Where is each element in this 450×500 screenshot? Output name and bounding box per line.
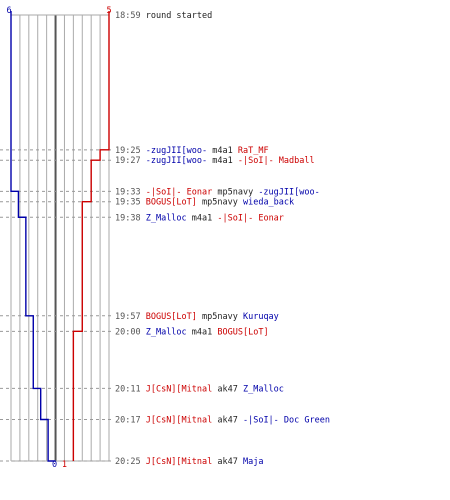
event-victim: Z_Malloc (243, 384, 284, 394)
event-row: 19:35 BOGUS[LoT] mp5navy wieda_back (115, 198, 294, 208)
event-weapon: ak47 (212, 457, 243, 467)
event-weapon: m4a1 (187, 327, 218, 337)
event-time: 20:00 (115, 327, 146, 337)
event-killer: -zugJII[woo- (146, 146, 207, 156)
event-row: 20:17 J[CsN][Mitnal ak47 -|SoI|- Doc Gre… (115, 416, 330, 426)
event-killer: round started (146, 11, 213, 21)
event-weapon: mp5navy (197, 198, 243, 208)
event-victim: BOGUS[LoT] (217, 327, 268, 337)
event-time: 19:25 (115, 146, 146, 156)
event-victim: Kuruqay (243, 312, 279, 322)
event-victim: Maja (243, 457, 263, 467)
event-time: 19:33 (115, 187, 146, 197)
event-time: 20:11 (115, 384, 146, 394)
event-time: 19:57 (115, 312, 146, 322)
event-row: 19:25 -zugJII[woo- m4a1 RaT_MF (115, 146, 269, 156)
event-row: 19:38 Z_Malloc m4a1 -|SoI|- Eonar (115, 213, 284, 223)
event-weapon: ak47 (212, 416, 243, 426)
event-weapon: m4a1 (187, 213, 218, 223)
red-team-alive-line (72, 11, 110, 461)
event-victim: wieda_back (243, 198, 294, 208)
event-victim: -|SoI|- Madball (238, 156, 315, 166)
event-killer: Z_Malloc (146, 327, 187, 337)
event-weapon: mp5navy (197, 312, 243, 322)
event-row: 19:33 -|SoI|- Eonar mp5navy -zugJII[woo- (115, 187, 320, 197)
event-time: 19:38 (115, 213, 146, 223)
blue-start-score-label: 6 (6, 6, 11, 16)
event-time: 20:17 (115, 416, 146, 426)
event-time: 19:35 (115, 198, 146, 208)
event-weapon: ak47 (212, 384, 243, 394)
event-row: 20:11 J[CsN][Mitnal ak47 Z_Malloc (115, 384, 284, 394)
event-row: 19:27 -zugJII[woo- m4a1 -|SoI|- Madball (115, 156, 315, 166)
event-killer: J[CsN][Mitnal (146, 416, 213, 426)
event-time: 20:25 (115, 457, 146, 467)
blue-team-alive-line (10, 11, 56, 462)
event-row: 19:57 BOGUS[LoT] mp5navy Kuruqay (115, 312, 279, 322)
event-row: 20:25 J[CsN][Mitnal ak47 Maja (115, 457, 263, 467)
blue-final-score-label: 0 (52, 460, 57, 470)
event-weapon: mp5navy (212, 187, 258, 197)
event-killer: Z_Malloc (146, 213, 187, 223)
red-final-score-label: 1 (62, 460, 67, 470)
event-killer: J[CsN][Mitnal (146, 457, 213, 467)
event-row: 20:00 Z_Malloc m4a1 BOGUS[LoT] (115, 327, 269, 337)
event-time: 19:27 (115, 156, 146, 166)
event-killer: -zugJII[woo- (146, 156, 207, 166)
event-killer: -|SoI|- Eonar (146, 187, 213, 197)
event-weapon: m4a1 (207, 146, 238, 156)
event-killer: J[CsN][Mitnal (146, 384, 213, 394)
event-victim: -|SoI|- Eonar (217, 213, 284, 223)
event-victim: -|SoI|- Doc Green (243, 416, 330, 426)
event-killer: BOGUS[LoT] (146, 198, 197, 208)
red-start-score-label: 5 (106, 6, 111, 16)
event-killer: BOGUS[LoT] (146, 312, 197, 322)
event-time: 18:59 (115, 11, 146, 21)
event-weapon: m4a1 (207, 156, 238, 166)
event-victim: RaT_MF (238, 146, 269, 156)
event-row: 18:59 round started (115, 11, 212, 21)
event-victim: -zugJII[woo- (258, 187, 319, 197)
